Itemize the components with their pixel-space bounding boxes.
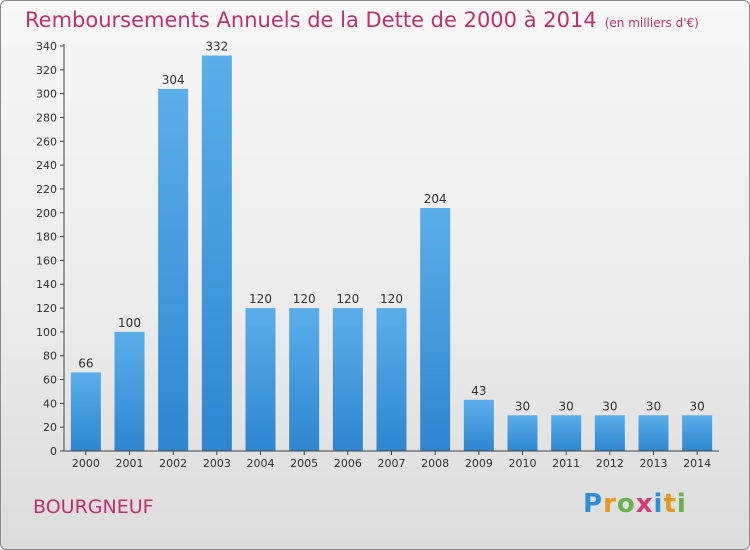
bar-value-label: 66 <box>78 356 93 370</box>
bar <box>682 415 713 451</box>
y-tick-label: 180 <box>36 231 57 244</box>
chart-title: Remboursements Annuels de la Dette de 20… <box>25 8 699 32</box>
bar <box>463 399 494 451</box>
logo-letter: x <box>635 489 654 519</box>
x-tick-label: 2010 <box>509 457 537 470</box>
y-tick-label: 340 <box>36 40 57 53</box>
y-tick-label: 60 <box>43 374 57 387</box>
bar-value-label: 100 <box>118 316 141 330</box>
y-tick-label: 160 <box>36 254 57 267</box>
x-tick-label: 2011 <box>552 457 580 470</box>
bar-value-label: 30 <box>646 399 661 413</box>
bar-value-label: 30 <box>515 399 530 413</box>
bar <box>551 415 582 451</box>
y-tick-label: 240 <box>36 159 57 172</box>
bar-value-label: 332 <box>205 40 228 54</box>
x-tick-label: 2004 <box>247 457 275 470</box>
logo-letter: r <box>603 489 617 519</box>
y-tick-label: 140 <box>36 278 57 291</box>
bar <box>332 308 363 451</box>
x-tick-label: 2000 <box>72 457 100 470</box>
x-tick-label: 2005 <box>290 457 318 470</box>
logo-letter: P <box>583 489 604 519</box>
logo-letter: t <box>663 489 677 519</box>
axes-group: 0 20 40 60 80 100 120 140 160 180 200 220 240 260 280 3… <box>36 40 719 470</box>
bar <box>507 415 538 451</box>
x-tick-label: 2013 <box>640 457 668 470</box>
bar-value-label: 30 <box>690 399 705 413</box>
x-tick-label: 2006 <box>334 457 362 470</box>
x-tick-label: 2014 <box>683 457 711 470</box>
bar <box>594 415 625 451</box>
x-tick-label: 2003 <box>203 457 231 470</box>
y-tick-label: 220 <box>36 183 57 196</box>
bar-value-label: 30 <box>559 399 574 413</box>
logo-letter: i <box>653 489 664 519</box>
bar <box>245 308 276 451</box>
y-tick-label: 200 <box>36 207 57 220</box>
bar <box>70 372 101 451</box>
proxiti-logo: Proxiti <box>583 489 687 519</box>
chart-subtitle: (en milliers d'€) <box>604 16 699 30</box>
bar <box>201 55 232 451</box>
chart-title-main: Remboursements Annuels de la Dette de 20… <box>25 8 597 32</box>
y-tick-label: 280 <box>36 111 57 124</box>
logo-letter: o <box>616 489 636 519</box>
y-tick-label: 40 <box>43 397 57 410</box>
bar-value-label: 43 <box>471 384 486 398</box>
y-tick-label: 300 <box>36 88 57 101</box>
x-tick-label: 2008 <box>421 457 449 470</box>
y-tick-label: 320 <box>36 64 57 77</box>
bar <box>376 308 407 451</box>
bars-group: 66 100 304 332 120 120 120 120 204 43 30 30 30 30 30 <box>70 40 713 451</box>
x-tick-label: 2012 <box>596 457 624 470</box>
bar-value-label: 120 <box>336 292 359 306</box>
bar-value-label: 120 <box>249 292 272 306</box>
y-tick-label: 80 <box>43 350 57 363</box>
y-tick-label: 20 <box>43 421 57 434</box>
y-tick-label: 120 <box>36 302 57 315</box>
bar-value-label: 30 <box>602 399 617 413</box>
commune-name: BOURGNEUF <box>33 496 154 518</box>
x-tick-label: 2009 <box>465 457 493 470</box>
bar <box>114 331 145 451</box>
x-tick-label: 2001 <box>116 457 144 470</box>
bar-value-label: 304 <box>162 73 185 87</box>
bar <box>638 415 669 451</box>
bar <box>289 308 320 451</box>
bar-value-label: 120 <box>293 292 316 306</box>
bar <box>158 88 189 451</box>
bar-value-label: 204 <box>424 192 447 206</box>
y-tick-label: 0 <box>50 445 57 458</box>
bar <box>420 208 451 451</box>
bar-value-label: 120 <box>380 292 403 306</box>
logo-letter: i <box>676 489 687 519</box>
y-tick-label: 100 <box>36 326 57 339</box>
x-tick-label: 2002 <box>159 457 187 470</box>
x-tick-label: 2007 <box>378 457 406 470</box>
y-tick-label: 260 <box>36 135 57 148</box>
